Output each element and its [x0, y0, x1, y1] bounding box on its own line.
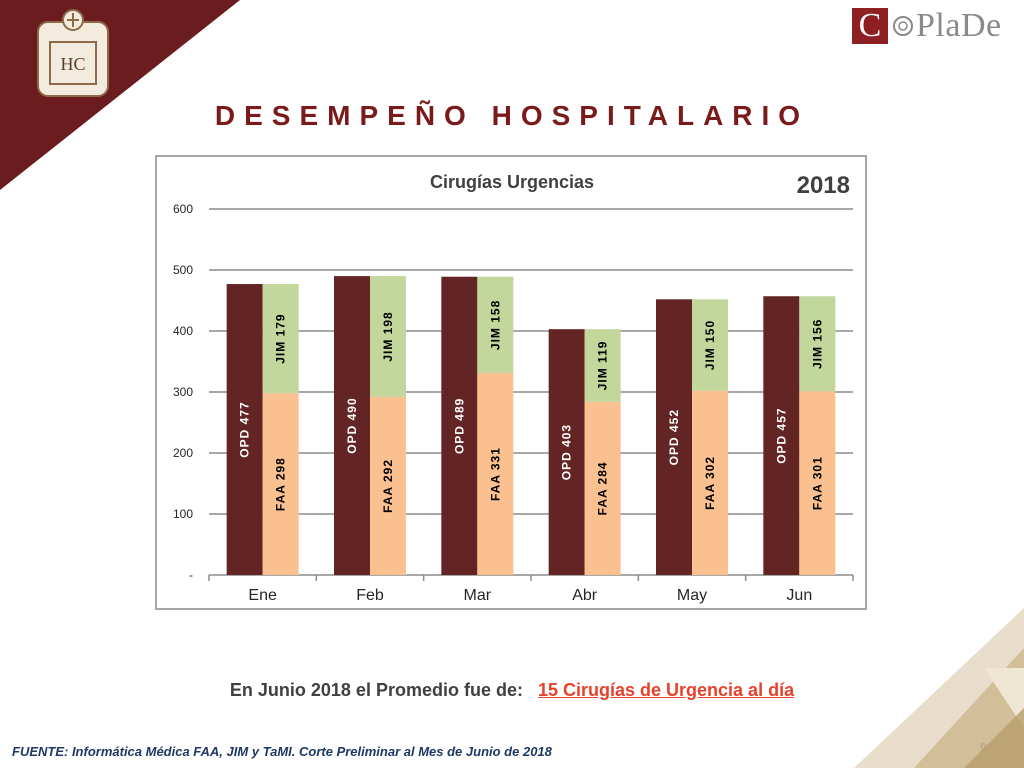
bar-jim — [692, 299, 728, 391]
faa-data-label: FAA 331 — [488, 447, 502, 501]
x-tick-label: Abr — [572, 587, 598, 604]
x-tick-label: Feb — [356, 587, 384, 604]
logo-ring-icon — [893, 16, 913, 36]
bar-faa — [477, 373, 514, 575]
bar-opd — [763, 296, 800, 575]
x-tick-label: Mar — [464, 587, 492, 604]
bar-jim — [262, 284, 299, 394]
bar-faa — [584, 401, 621, 575]
jim-data-label: JIM 158 — [488, 300, 502, 350]
logo-text: PlaDe — [916, 7, 1002, 44]
bar-jim — [477, 276, 514, 374]
x-tick-label: Ene — [248, 587, 277, 604]
bar-faa — [370, 396, 406, 575]
bar-opd — [226, 284, 263, 575]
jim-data-label: JIM 198 — [381, 311, 395, 361]
logo-initial: C — [852, 8, 888, 44]
opd-data-label: OPD 403 — [560, 424, 574, 480]
bar-opd — [334, 276, 370, 575]
jim-data-label: JIM 156 — [810, 319, 824, 369]
opd-data-label: OPD 452 — [667, 409, 681, 465]
faa-data-label: FAA 301 — [810, 456, 824, 510]
y-tick-label: - — [189, 568, 193, 582]
faa-data-label: FAA 292 — [381, 459, 395, 513]
jim-data-label: JIM 119 — [596, 341, 610, 391]
y-tick-label: 400 — [173, 324, 193, 338]
y-tick-label: 100 — [173, 507, 193, 521]
y-tick-label: 200 — [173, 446, 193, 460]
stacked-bar-chart: Cirugías Urgencias 2018 - 100 200 300 400 500 60… — [173, 172, 854, 604]
faa-data-label: FAA 302 — [703, 456, 717, 510]
opd-data-label: OPD 477 — [238, 401, 252, 457]
bar-faa — [799, 391, 836, 575]
x-tick-label: May — [677, 587, 707, 604]
chart-title: Cirugías Urgencias — [430, 172, 594, 192]
corner-triangles-decoration — [854, 608, 1024, 768]
chart-year-label: 2018 — [797, 172, 850, 199]
faa-data-label: FAA 298 — [274, 457, 288, 511]
opd-data-label: OPD 489 — [452, 398, 466, 454]
jim-data-label: JIM 150 — [703, 320, 717, 370]
opd-data-label: OPD 457 — [774, 407, 788, 463]
y-tick-label: 600 — [173, 202, 193, 216]
hospital-seal-logo: HC — [37, 9, 109, 97]
summary-highlight: 15 Cirugías de Urgencia al día — [537, 680, 795, 700]
bar-opd — [656, 299, 692, 575]
summary-lead: En Junio 2018 el Promedio fue de: — [229, 680, 523, 700]
bar-faa — [692, 390, 728, 575]
bar-jim — [370, 276, 406, 397]
source-note: FUENTE: Informática Médica FAA, JIM y Ta… — [12, 744, 552, 759]
bar-faa — [262, 393, 299, 575]
bar-opd — [441, 276, 478, 575]
bar-jim — [584, 329, 621, 402]
jim-data-label: JIM 179 — [274, 313, 288, 363]
faa-data-label: FAA 284 — [596, 461, 610, 515]
chart-frame: Cirugías Urgencias 2018 - 100 200 300 400 500 60… — [155, 155, 867, 610]
svg-text:HC: HC — [60, 54, 85, 74]
coplade-logo: C PlaDe — [852, 8, 1002, 44]
bar-jim — [799, 296, 836, 392]
y-tick-label: 300 — [173, 385, 193, 399]
summary-text: En Junio 2018 el Promedio fue de: 15 Cir… — [0, 680, 1024, 701]
x-tick-label: Jun — [786, 587, 812, 604]
bar-opd — [548, 329, 585, 575]
opd-data-label: OPD 490 — [345, 397, 359, 453]
slide-title: DESEMPEÑO HOSPITALARIO — [214, 100, 810, 131]
y-tick-label: 500 — [173, 263, 193, 277]
